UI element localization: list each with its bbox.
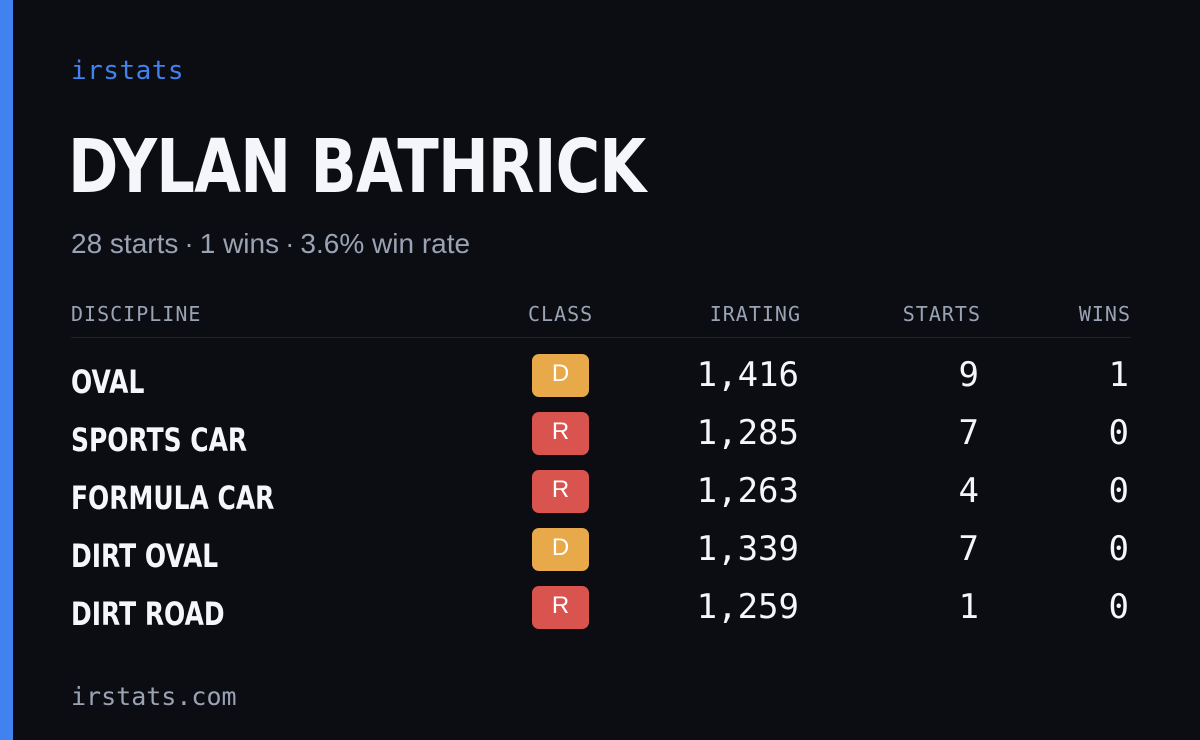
class-badge: D: [532, 354, 589, 397]
footer-url: irstats.com: [71, 682, 237, 711]
summary-separator: ·: [285, 228, 295, 259]
class-badge: R: [532, 470, 589, 513]
wins-summary: 1 wins: [199, 228, 280, 259]
discipline-name: OVAL: [71, 363, 145, 401]
brand-logo: irstats: [71, 56, 185, 86]
discipline-name: SPORTS CAR: [71, 421, 248, 459]
starts-value: 7: [958, 529, 979, 569]
starts-value: 4: [958, 471, 979, 511]
header-irating: IRATING: [709, 302, 801, 326]
wins-value: 0: [1108, 471, 1129, 511]
table-row: OVAL D 1,416 9 1: [71, 350, 1131, 408]
table-header: DISCIPLINE CLASS IRATING STARTS WINS: [71, 300, 1131, 338]
header-class: CLASS: [528, 302, 594, 326]
irating-value: 1,263: [696, 471, 799, 511]
header-wins: WINS: [1078, 302, 1131, 326]
wins-value: 0: [1108, 413, 1129, 453]
header-starts: STARTS: [902, 302, 981, 326]
class-badge: R: [532, 586, 589, 629]
wins-value: 0: [1108, 529, 1129, 569]
winrate-summary: 3.6% win rate: [300, 228, 471, 259]
summary-separator: ·: [184, 228, 194, 259]
discipline-name: DIRT OVAL: [71, 537, 219, 575]
irating-value: 1,339: [696, 529, 799, 569]
starts-summary: 28 starts: [71, 228, 179, 259]
irating-value: 1,285: [696, 413, 799, 453]
discipline-table: OVAL D 1,416 9 1 SPORTS CAR R 1,285 7 0 …: [71, 350, 1131, 640]
wins-value: 0: [1108, 587, 1129, 627]
starts-value: 7: [958, 413, 979, 453]
discipline-name: FORMULA CAR: [71, 479, 275, 517]
table-row: DIRT OVAL D 1,339 7 0: [71, 524, 1131, 582]
table-row: DIRT ROAD R 1,259 1 0: [71, 582, 1131, 640]
starts-value: 9: [958, 355, 979, 395]
header-discipline: DISCIPLINE: [71, 302, 202, 326]
accent-bar: [0, 0, 13, 740]
table-row: SPORTS CAR R 1,285 7 0: [71, 408, 1131, 466]
irating-value: 1,416: [696, 355, 799, 395]
discipline-name: DIRT ROAD: [71, 595, 225, 633]
driver-summary: 28 starts · 1 wins · 3.6% win rate: [71, 228, 470, 260]
driver-name: DYLAN BATHRICK: [68, 124, 646, 210]
starts-value: 1: [958, 587, 979, 627]
table-row: FORMULA CAR R 1,263 4 0: [71, 466, 1131, 524]
wins-value: 1: [1108, 355, 1129, 395]
class-badge: D: [532, 528, 589, 571]
irating-value: 1,259: [696, 587, 799, 627]
class-badge: R: [532, 412, 589, 455]
